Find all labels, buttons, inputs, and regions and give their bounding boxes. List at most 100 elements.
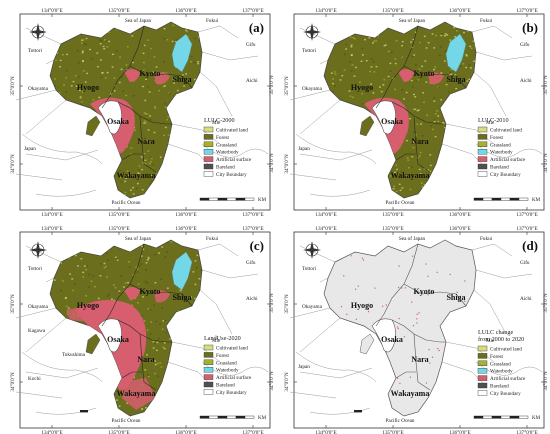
label-fukui: Fukui xyxy=(206,236,219,242)
lon-tick-bottom: 134°0'0"E xyxy=(41,429,62,434)
label-mie: Mie xyxy=(212,338,221,344)
label-hyogo: Hyogo xyxy=(77,301,99,310)
lon-tick-top: 137°0'0"E xyxy=(242,7,263,14)
label-shiga: Shiga xyxy=(446,293,465,302)
label-pacific-ocean: Pacific Ocean xyxy=(112,199,141,206)
label-osaka: Osaka xyxy=(381,335,403,344)
label-pacific-ocean: Pacific Ocean xyxy=(386,199,415,206)
scale-unit: KM xyxy=(258,416,267,421)
awaji-island xyxy=(85,333,101,355)
label-okayama: Okayama xyxy=(302,304,323,310)
label-hyogo: Hyogo xyxy=(351,83,373,92)
lon-tick-top: 134°0'0"E xyxy=(41,225,62,232)
lon-tick-top: 135°0'0"E xyxy=(108,225,129,232)
prefecture-boundary xyxy=(395,371,416,379)
label-aichi: Aichi xyxy=(520,78,532,84)
legend-item-label: Bareland xyxy=(216,383,235,389)
lon-tick-top: 136°0'0"E xyxy=(175,7,196,14)
legend-item-label: Forest xyxy=(216,135,230,141)
lat-tick-right: 35°0'0"N xyxy=(268,293,274,313)
prefecture-boundary xyxy=(403,283,467,307)
neighbor-boundary xyxy=(289,367,373,399)
neighbor-boundary xyxy=(15,27,67,135)
neighbor-boundary xyxy=(289,245,341,353)
label-gifu: Gifu xyxy=(520,41,530,48)
lon-tick-top: 137°0'0"E xyxy=(242,225,263,232)
legend-item-label: Cultivated land xyxy=(490,347,522,353)
lake-biwa xyxy=(445,33,467,73)
neighbor-boundary xyxy=(167,341,221,387)
lon-tick-top: 136°0'0"E xyxy=(175,225,196,232)
lat-tick-right: 34°0'0"N xyxy=(268,371,274,391)
legend-swatch xyxy=(203,344,214,351)
label-okayama: Okayama xyxy=(28,86,49,92)
label-gifu: Gifu xyxy=(246,259,256,266)
legend-swatch xyxy=(477,353,488,359)
lat-tick-left: 34°0'0"N xyxy=(283,154,290,174)
scale-unit: KM xyxy=(532,198,541,203)
map-svg: 134°0'0"E 134°0'0"E 135°0'0"E 135°0'0"E 136°… xyxy=(9,7,274,216)
lat-tick-left: 35°0'0"N xyxy=(9,76,16,96)
legend-item-label: Artificial surface xyxy=(216,156,252,163)
lat-tick-left: 34°0'0"N xyxy=(9,154,16,174)
legend-item-label: City Boundary xyxy=(216,172,247,178)
panel-letter: (d) xyxy=(522,238,538,253)
label-gifu: Gifu xyxy=(520,259,530,266)
prefecture-boundary xyxy=(117,319,172,343)
label-tottori: Tottori xyxy=(302,48,317,54)
lon-tick-bottom: 136°0'0"E xyxy=(449,429,470,434)
osaka-bay xyxy=(371,318,396,353)
legend-title: LULC-2010 xyxy=(478,117,509,124)
legend-swatch xyxy=(203,381,214,388)
osaka-bay xyxy=(97,100,122,135)
minor-marker xyxy=(354,410,362,413)
legend-swatch xyxy=(203,171,214,177)
awaji-island xyxy=(85,115,101,137)
label-kyoto: Kyoto xyxy=(140,287,161,296)
prefecture-boundary xyxy=(391,101,446,125)
label-sea-of-japan: Sea of Japan xyxy=(399,17,426,24)
label-gifu: Gifu xyxy=(246,41,256,48)
label-fukui: Fukui xyxy=(480,18,493,24)
label-tottori: Tottori xyxy=(302,266,317,272)
north-arrow-icon xyxy=(29,241,47,259)
north-arrow-icon xyxy=(29,23,47,41)
minor-marker xyxy=(80,410,88,413)
legend-item-label: Bareland xyxy=(490,165,509,171)
lon-tick-bottom: 135°0'0"E xyxy=(382,429,403,434)
lake-biwa xyxy=(171,33,193,73)
lon-tick-bottom: 136°0'0"E xyxy=(175,429,196,434)
legend-swatch xyxy=(477,390,488,396)
lon-tick-top: 136°0'0"E xyxy=(449,225,470,232)
label-wakayama: Wakayama xyxy=(117,171,156,180)
prefecture-boundary xyxy=(101,25,145,109)
lon-tick-bottom: 136°0'0"E xyxy=(175,211,196,216)
awaji-island xyxy=(359,333,375,355)
study-area-fill xyxy=(323,239,477,417)
lat-tick-right: 34°0'0"N xyxy=(268,153,274,173)
panel-letter: (a) xyxy=(249,20,264,35)
label-kochi: Kochi xyxy=(28,376,41,382)
legend-item-label: Grassland xyxy=(216,142,237,148)
label-aichi: Aichi xyxy=(246,296,258,302)
label-shiga: Shiga xyxy=(446,75,465,84)
lon-tick-bottom: 134°0'0"E xyxy=(41,211,62,216)
map-svg: 134°0'0"E 134°0'0"E 135°0'0"E 135°0'0"E 136°… xyxy=(9,225,274,434)
scale-unit: KM xyxy=(258,198,267,203)
panel-letter: (c) xyxy=(250,238,264,253)
neighbor-boundary xyxy=(471,25,533,117)
label-hyogo: Hyogo xyxy=(351,301,373,310)
label-tottori: Tottori xyxy=(28,48,43,54)
panel-letter: (b) xyxy=(522,20,538,35)
legend-title: LandUse-2020 xyxy=(204,335,241,342)
map-panel-a: 134°0'0"E 134°0'0"E 135°0'0"E 135°0'0"E 136°… xyxy=(6,4,274,216)
legend-item-label: Waterbody xyxy=(490,150,513,156)
prefecture-boundary xyxy=(139,115,157,173)
legend-swatch xyxy=(477,360,488,367)
map-panel-c: 134°0'0"E 134°0'0"E 135°0'0"E 135°0'0"E 136°… xyxy=(6,222,274,434)
lon-tick-top: 136°0'0"E xyxy=(449,7,470,14)
legend-swatch xyxy=(477,141,488,148)
lon-tick-top: 137°0'0"E xyxy=(516,225,537,232)
label-mie: Mie xyxy=(486,338,495,344)
label-aichi: Aichi xyxy=(246,78,258,84)
